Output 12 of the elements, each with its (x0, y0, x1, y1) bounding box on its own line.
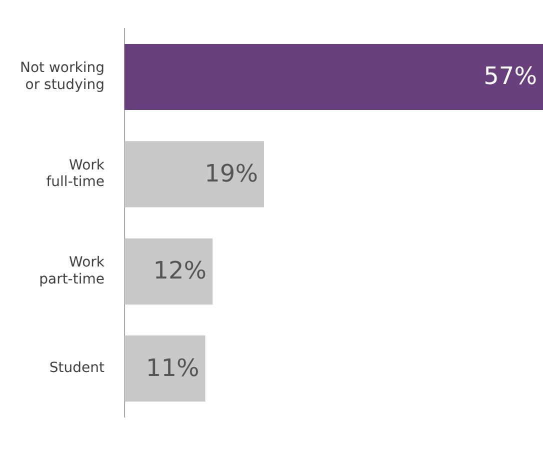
bar (124, 44, 543, 110)
bar (124, 141, 264, 208)
data-label: 11% (146, 354, 200, 382)
y-tick-label: Work full-time (46, 157, 106, 190)
y-tick-label: Student (49, 360, 106, 376)
data-label: 12% (153, 256, 207, 285)
data-label: 57% (484, 62, 537, 90)
y-tick-label: Work part-time (39, 254, 106, 288)
bar (124, 336, 206, 402)
bar (124, 238, 213, 304)
y-tick-label: Not working or studying (20, 60, 105, 94)
data-label: 19% (204, 159, 258, 188)
